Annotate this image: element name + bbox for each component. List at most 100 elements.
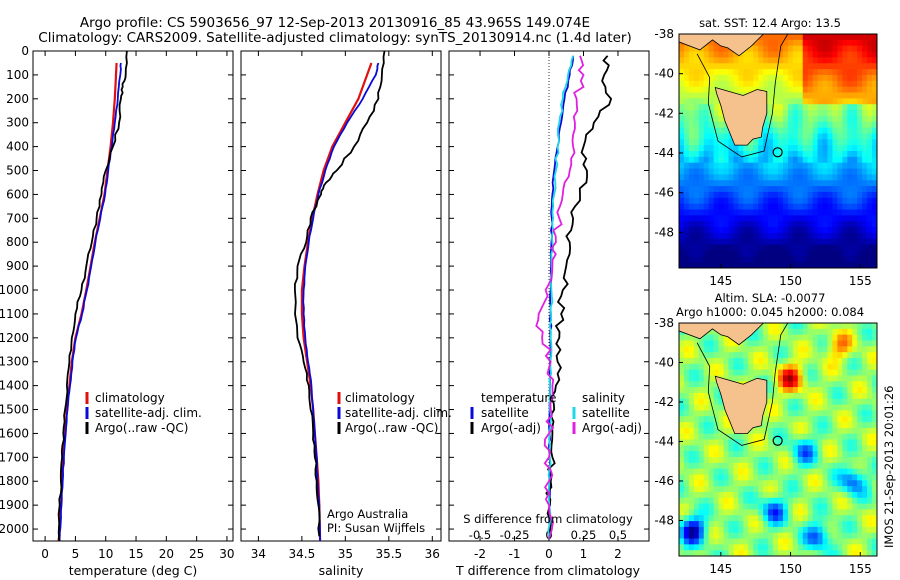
longitude-tick-label: 150 (779, 562, 802, 576)
heatmap-cell (763, 63, 769, 70)
heatmap-cell (817, 323, 824, 330)
heatmap-cell (842, 232, 848, 240)
heatmap-cell (782, 127, 789, 135)
heatmap-cell (832, 392, 838, 400)
heatmap-cell (723, 346, 730, 353)
heatmap-cell (817, 439, 824, 446)
heatmap-cell (862, 151, 868, 158)
heatmap-cell (743, 509, 749, 516)
heatmap-cell (817, 256, 824, 263)
heatmap-cell (792, 521, 799, 528)
heatmap-cell (842, 191, 848, 199)
heatmap-cell (857, 398, 863, 406)
heatmap-cell (713, 57, 720, 64)
heatmap-cell (812, 139, 819, 146)
heatmap-cell (857, 186, 863, 193)
heatmap-cell (872, 250, 877, 257)
heatmap-cell (832, 156, 838, 164)
heatmap-cell (773, 486, 779, 493)
heatmap-cell (872, 92, 877, 99)
heatmap-cell (708, 497, 715, 505)
heatmap-cell (872, 451, 877, 458)
heatmap-cell (683, 127, 690, 135)
heatmap-cell (713, 168, 720, 175)
heatmap-cell (713, 262, 720, 268)
heatmap-cell (807, 328, 814, 336)
heatmap-cell (847, 262, 853, 268)
heatmap-cell (807, 521, 814, 528)
heatmap-cell (812, 387, 819, 394)
heatmap-cell (787, 456, 794, 464)
heatmap-cell (733, 256, 739, 263)
heatmap-cell (718, 215, 725, 222)
heatmap-cell (728, 427, 735, 435)
heatmap-cell (792, 156, 799, 164)
heatmap-cell (679, 63, 685, 70)
heatmap-cell (807, 162, 814, 170)
heatmap-cell (713, 127, 720, 135)
heatmap-cell (782, 474, 789, 481)
heatmap-cell (683, 139, 690, 146)
heatmap-cell (703, 133, 710, 140)
heatmap-cell (797, 156, 804, 164)
heatmap-cell (787, 439, 794, 446)
heatmap-cell (817, 491, 824, 499)
heatmap-cell (827, 39, 834, 47)
heatmap-cell (763, 334, 769, 342)
heatmap-cell (852, 227, 858, 234)
heatmap-cell (758, 168, 764, 175)
heatmap-cell (822, 63, 829, 70)
heatmap-cell (763, 445, 769, 452)
heatmap-cell (713, 521, 720, 528)
heatmap-cell (837, 433, 843, 441)
heatmap-cell (703, 387, 710, 394)
heatmap-cell (802, 238, 809, 246)
heatmap-cell (718, 346, 725, 353)
heatmap-cell (832, 352, 838, 359)
heatmap-cell (802, 86, 809, 94)
heatmap-cell (758, 357, 764, 365)
heatmap-cell (683, 480, 690, 487)
heatmap-cell (703, 480, 710, 487)
heatmap-cell (733, 480, 739, 487)
heatmap-cell (768, 398, 774, 406)
heatmap-cell (703, 57, 710, 64)
heatmap-cell (822, 34, 829, 41)
heatmap-cell (753, 139, 759, 146)
heatmap-cell (827, 538, 834, 545)
heatmap-cell (857, 63, 863, 70)
heatmap-cell (738, 209, 744, 216)
heatmap-cell (847, 515, 853, 522)
heatmap-cell (703, 363, 710, 371)
heatmap-cell (753, 346, 759, 353)
heatmap-cell (693, 550, 700, 556)
heatmap-cell (827, 369, 834, 377)
heatmap-cell (738, 180, 744, 187)
heatmap-cell (852, 357, 858, 365)
heatmap-cell (693, 515, 700, 522)
heatmap-cell (827, 532, 834, 540)
heatmap-cell (778, 515, 784, 522)
sst-map-title: sat. SST: 12.4 Argo: 13.5 (699, 16, 841, 30)
heatmap-cell (832, 250, 838, 257)
heatmap-cell (693, 168, 700, 175)
heatmap-cell (872, 57, 877, 64)
heatmap-cell (792, 416, 799, 423)
heatmap-cell (778, 191, 784, 199)
heatmap-cell (688, 486, 695, 493)
heatmap-cell (817, 526, 824, 534)
heatmap-cell (827, 433, 834, 441)
heatmap-cell (773, 244, 779, 252)
heatmap-cell (708, 503, 715, 510)
heatmap-cell (688, 244, 695, 252)
heatmap-cell (832, 544, 838, 551)
salinity-axes-frame (240, 50, 442, 542)
heatmap-cell (728, 63, 735, 70)
heatmap-cell (778, 256, 784, 263)
heatmap-cell (728, 491, 735, 499)
diff-legend-s-argo-label: Argo(-adj) (582, 421, 642, 435)
heatmap-cell (842, 451, 848, 458)
heatmap-cell (787, 186, 794, 193)
heatmap-cell (807, 39, 814, 47)
heatmap-cell (679, 491, 685, 499)
